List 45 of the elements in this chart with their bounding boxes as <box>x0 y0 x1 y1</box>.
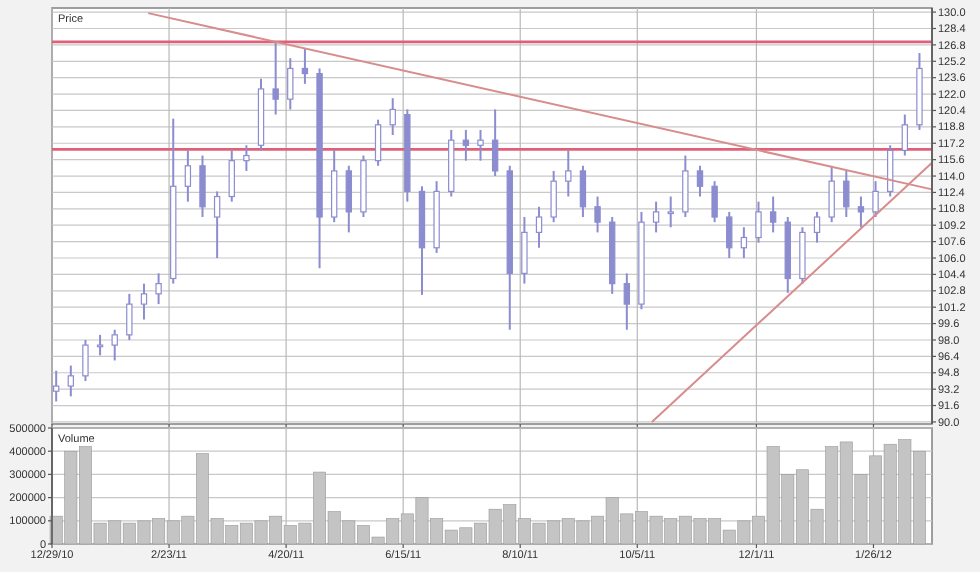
candlestick <box>535 205 543 249</box>
candlestick <box>667 195 674 229</box>
candlestick <box>682 154 689 219</box>
candlestick <box>579 164 587 219</box>
candlestick <box>491 108 499 178</box>
candlestick <box>213 190 221 260</box>
candlestick <box>82 338 89 382</box>
candlestick <box>389 97 396 137</box>
candlestick <box>199 154 206 219</box>
candlestick <box>726 210 733 260</box>
candlestick <box>740 226 748 260</box>
candlestick <box>550 169 557 224</box>
candlestick <box>623 272 631 331</box>
candlestick <box>301 46 309 85</box>
candlestick <box>696 164 704 198</box>
candlestick <box>155 272 162 306</box>
candlestick <box>799 226 806 285</box>
candlestick <box>228 149 235 203</box>
candlestick <box>140 282 148 321</box>
candlestick <box>477 128 484 162</box>
candlestick <box>330 149 338 224</box>
candlestick <box>755 200 762 244</box>
candlestick <box>184 149 192 203</box>
candlestick <box>901 113 909 157</box>
candlestick <box>345 164 353 234</box>
candlestick <box>462 128 470 162</box>
candlestick <box>96 333 104 357</box>
candlestick <box>243 144 250 172</box>
candlestick <box>857 195 865 229</box>
candlestick <box>126 292 133 341</box>
candlestick <box>521 216 528 285</box>
candlestick <box>813 210 821 244</box>
candlestick <box>652 200 660 234</box>
candlestick <box>711 180 718 224</box>
candlestick <box>67 364 75 398</box>
candlestick <box>872 180 879 219</box>
candlestick <box>828 164 835 224</box>
candlestick <box>565 149 572 198</box>
candlestick <box>272 41 279 116</box>
candlestick <box>843 169 850 219</box>
candlestick <box>111 328 118 362</box>
candlestick <box>287 57 294 111</box>
candlestick <box>594 195 601 234</box>
candlestick <box>769 195 777 234</box>
candlestick <box>374 118 382 167</box>
